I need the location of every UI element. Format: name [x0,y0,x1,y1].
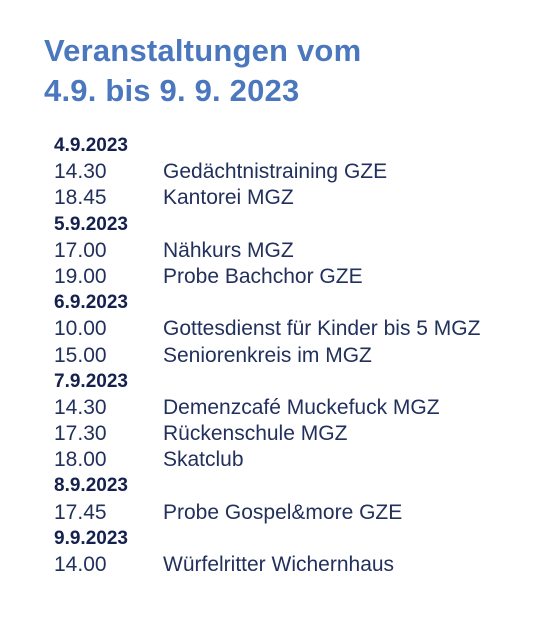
event-time: 18.45 [54,186,107,210]
event-time: 14.30 [54,395,107,419]
event-row: 10.00 Gottesdienst für Kinder bis 5 MGZ [54,316,540,342]
page-title: Veranstaltungen vom 4.9. bis 9. 9. 2023 [44,31,540,111]
event-title: Kantorei MGZ [163,186,294,210]
day-heading: 9.9.2023 [54,527,128,549]
schedule-list: 4.9.2023 14.30 Gedächtnistraining GZE 18… [54,133,540,578]
event-title: Würfelritter Wichernhaus [163,553,395,576]
event-time: 14.30 [54,160,107,184]
event-time: 17.45 [54,500,107,524]
event-row: 14.00 Würfelritter Wichernhaus [54,552,540,578]
event-time: 18.00 [54,448,107,472]
event-title: Skatclub [163,448,244,472]
event-row: 18.00 Skatclub [54,447,540,473]
event-title: Rückenschule MGZ [163,422,348,446]
event-time: 17.30 [54,422,107,446]
page-title-line-1: Veranstaltungen vom [44,33,362,68]
event-time: 15.00 [54,343,107,367]
event-row: 15.00 Seniorenkreis im MGZ [54,343,540,369]
event-row: 14.30 Demenzcafé Muckefuck MGZ [54,395,540,421]
day-heading: 6.9.2023 [54,292,128,314]
event-row: 19.00 Probe Bachchor GZE [54,264,540,290]
event-row: 14.30 Gedächtnistraining GZE [54,159,540,185]
event-title: Demenzcafé Muckefuck MGZ [163,395,440,419]
day-heading: 8.9.2023 [54,475,128,497]
event-row: 17.00 Nähkurs MGZ [54,238,540,264]
page-title-line-2: 4.9. bis 9. 9. 2023 [44,73,300,108]
event-title: Probe Gospel&more GZE [163,500,403,524]
event-time: 17.00 [54,238,107,262]
event-title: Nähkurs MGZ [163,238,294,262]
event-title: Seniorenkreis im MGZ [163,343,372,367]
event-row: 17.30 Rückenschule MGZ [54,421,540,447]
event-time: 10.00 [54,317,107,341]
day-heading: 4.9.2023 [54,135,128,156]
event-row: 17.45 Probe Gospel&more GZE [54,500,540,526]
event-time: 19.00 [54,264,107,288]
event-title: Gedächtnistraining GZE [163,160,388,184]
event-title: Probe Bachchor GZE [163,264,363,288]
event-row: 18.45 Kantorei MGZ [54,185,540,211]
day-heading: 5.9.2023 [54,213,128,235]
day-heading: 7.9.2023 [54,370,128,392]
event-time: 14.00 [54,553,107,576]
event-title: Gottesdienst für Kinder bis 5 MGZ [163,317,481,341]
